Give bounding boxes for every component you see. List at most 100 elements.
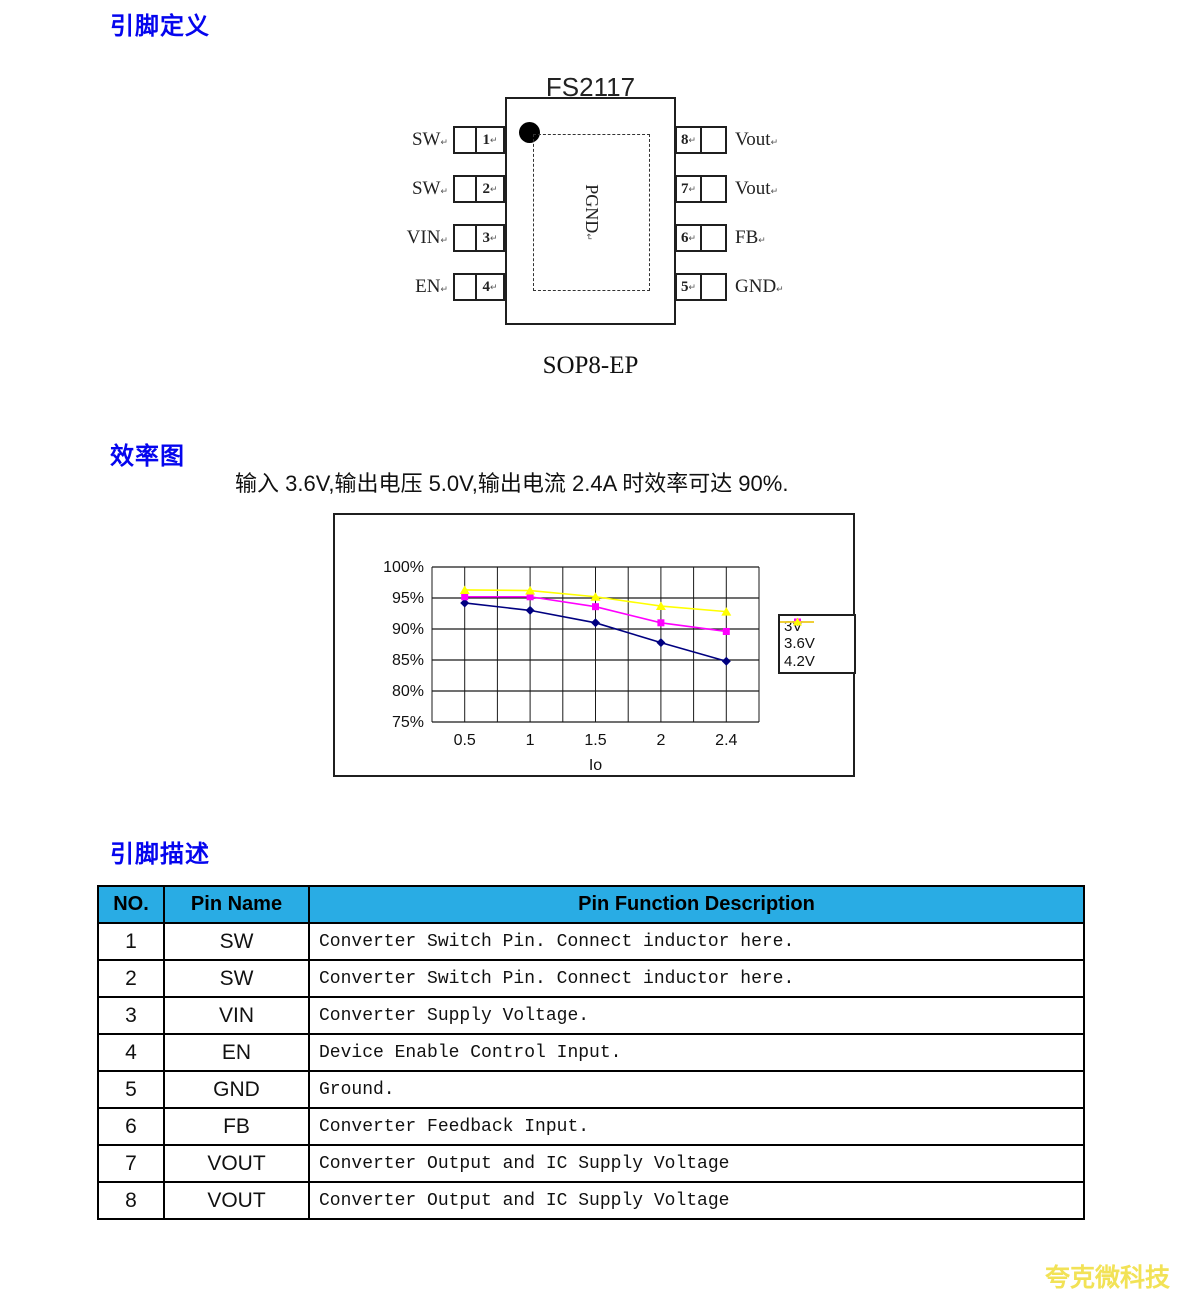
pin-pad-cell — [702, 177, 725, 201]
pin-label-vin: VIN↵ — [406, 227, 448, 248]
pin-label-fb: FB↵ — [735, 227, 766, 248]
section-title-efficiency: 效率图 — [110, 443, 185, 470]
pin-number: 4 — [482, 278, 490, 295]
pin-desc-cell: Converter Output and IC Supply Voltage — [308, 1144, 1085, 1183]
pin-label-sw1: SW↵ — [411, 129, 448, 150]
marker-diamond — [656, 638, 666, 648]
return-mark: ↵ — [688, 281, 697, 292]
return-mark: ↵ — [688, 183, 697, 194]
marker-square — [722, 627, 730, 635]
return-mark: ↵ — [688, 134, 697, 145]
y-tick-label: 75% — [392, 714, 424, 731]
table-row: 2 SW Converter Switch Pin. Connect inducto… — [97, 959, 1085, 998]
pin-pad-cell — [455, 128, 477, 152]
pin-no-cell: 8 — [97, 1181, 165, 1220]
exposed-pad-label-wrap: PGND↵ — [533, 134, 650, 291]
pin-name-cell: GND — [163, 1070, 310, 1109]
pin-box-4: 4 ↵ — [453, 273, 505, 301]
y-tick-label: 85% — [392, 652, 424, 669]
pin-number-cell: 5 ↵ — [677, 275, 702, 299]
pin-desc-cell: Ground. — [308, 1070, 1085, 1109]
marker-diamond — [525, 605, 535, 615]
y-tick-label: 80% — [392, 683, 424, 700]
pin-desc-cell: Converter Feedback Input. — [308, 1107, 1085, 1146]
x-tick-label: 1 — [526, 732, 535, 749]
return-mark: ↵ — [776, 284, 784, 294]
marker-triangle — [590, 592, 601, 601]
return-mark: ↵ — [440, 284, 448, 294]
pin-pad-cell — [702, 128, 725, 152]
return-mark: ↵ — [758, 235, 766, 245]
pin-desc-cell: Converter Supply Voltage. — [308, 996, 1085, 1035]
section-title-pin-description: 引脚描述 — [110, 841, 210, 868]
marker-square — [526, 593, 534, 601]
pin-desc-cell: Converter Switch Pin. Connect inductor h… — [308, 959, 1085, 998]
pin-box-6: 6 ↵ — [675, 224, 727, 252]
pin-number: 3 — [482, 229, 490, 246]
exposed-pad-outline — [533, 134, 650, 291]
pin-box-2: 2 ↵ — [453, 175, 505, 203]
header-no: NO. — [97, 885, 165, 924]
marker-triangle — [721, 607, 732, 616]
marker-square — [461, 593, 469, 601]
pin-number-cell: 1 ↵ — [477, 128, 503, 152]
pin-number: 2 — [482, 180, 490, 197]
pin-pad-cell — [455, 275, 477, 299]
table-row: 6 FB Converter Feedback Input. — [97, 1107, 1085, 1146]
pin-number-cell: 2 ↵ — [477, 177, 503, 201]
pin-no-cell: 6 — [97, 1107, 165, 1146]
pin-desc-cell: Device Enable Control Input. — [308, 1033, 1085, 1072]
marker-diamond — [591, 618, 600, 628]
pin-box-1: 1 ↵ — [453, 126, 505, 154]
pin-number: 6 — [680, 229, 689, 246]
pin-number-cell: 6 ↵ — [677, 226, 702, 250]
pin-no-cell: 7 — [97, 1144, 165, 1183]
return-mark: ↵ — [489, 134, 498, 145]
x-tick-label: 0.5 — [454, 732, 476, 749]
return-mark: ↵ — [489, 183, 498, 194]
chart-legend: 3V 3.6V 4.2V — [778, 614, 856, 674]
pin-label-vout8: Vout↵ — [735, 129, 779, 150]
x-axis-title: Io — [589, 757, 602, 774]
return-mark: ↵ — [770, 137, 779, 147]
return-mark: ↵ — [440, 137, 448, 147]
header-pin-function: Pin Function Description — [308, 885, 1085, 924]
pin-pad-cell — [702, 275, 725, 299]
pin-pad-cell — [455, 177, 477, 201]
x-tick-label: 1.5 — [584, 732, 606, 749]
table-row: 5 GND Ground. — [97, 1070, 1085, 1109]
header-pin-name: Pin Name — [163, 885, 310, 924]
pin-no-cell: 5 — [97, 1070, 165, 1109]
package-name: SOP8-EP — [542, 352, 639, 379]
return-mark: ↵ — [584, 233, 594, 241]
pin-no-cell: 4 — [97, 1033, 165, 1072]
legend-entry-4.2V: 4.2V — [780, 617, 850, 670]
y-tick-label: 100% — [383, 559, 424, 576]
exposed-pad-label: PGND↵ — [582, 184, 602, 241]
marker-triangle — [525, 586, 536, 595]
pin-label-sw2: SW↵ — [411, 178, 448, 199]
return-mark: ↵ — [489, 281, 498, 292]
efficiency-caption: 输入 3.6V,输出电压 5.0V,输出电流 2.4A 时效率可达 90%. — [235, 471, 789, 496]
return-mark: ↵ — [440, 186, 448, 196]
marker-square — [592, 603, 599, 611]
table-row: 4 EN Device Enable Control Input. — [97, 1033, 1085, 1072]
pin-number: 8 — [680, 131, 689, 148]
table-row: 1 SW Converter Switch Pin. Connect inducto… — [97, 922, 1085, 961]
pin-number-cell: 8 ↵ — [677, 128, 702, 152]
pin-label-gnd: GND↵ — [735, 276, 784, 297]
pin-pad-cell — [455, 226, 477, 250]
marker-triangle — [459, 585, 470, 594]
efficiency-chart-plot: 100% 95% 90% 85% 80% 75% 0.5 1 1.5 2 2.4 Io — [383, 559, 760, 774]
return-mark: ↵ — [770, 186, 779, 196]
pin-no-cell: 2 — [97, 959, 165, 998]
legend-entry-3.6V: 3.6V — [780, 618, 850, 652]
chip-body-outline — [505, 97, 676, 325]
table-header-row: NO. Pin Name Pin Function Description — [97, 885, 1085, 924]
marker-square — [657, 619, 665, 627]
table-row: 7 VOUT Converter Output and IC Supply Volt… — [97, 1144, 1085, 1183]
pin-box-3: 3 ↵ — [453, 224, 505, 252]
pin-desc-cell: Converter Switch Pin. Connect inductor h… — [308, 922, 1085, 961]
table-row: 8 VOUT Converter Output and IC Supply Volt… — [97, 1181, 1085, 1220]
